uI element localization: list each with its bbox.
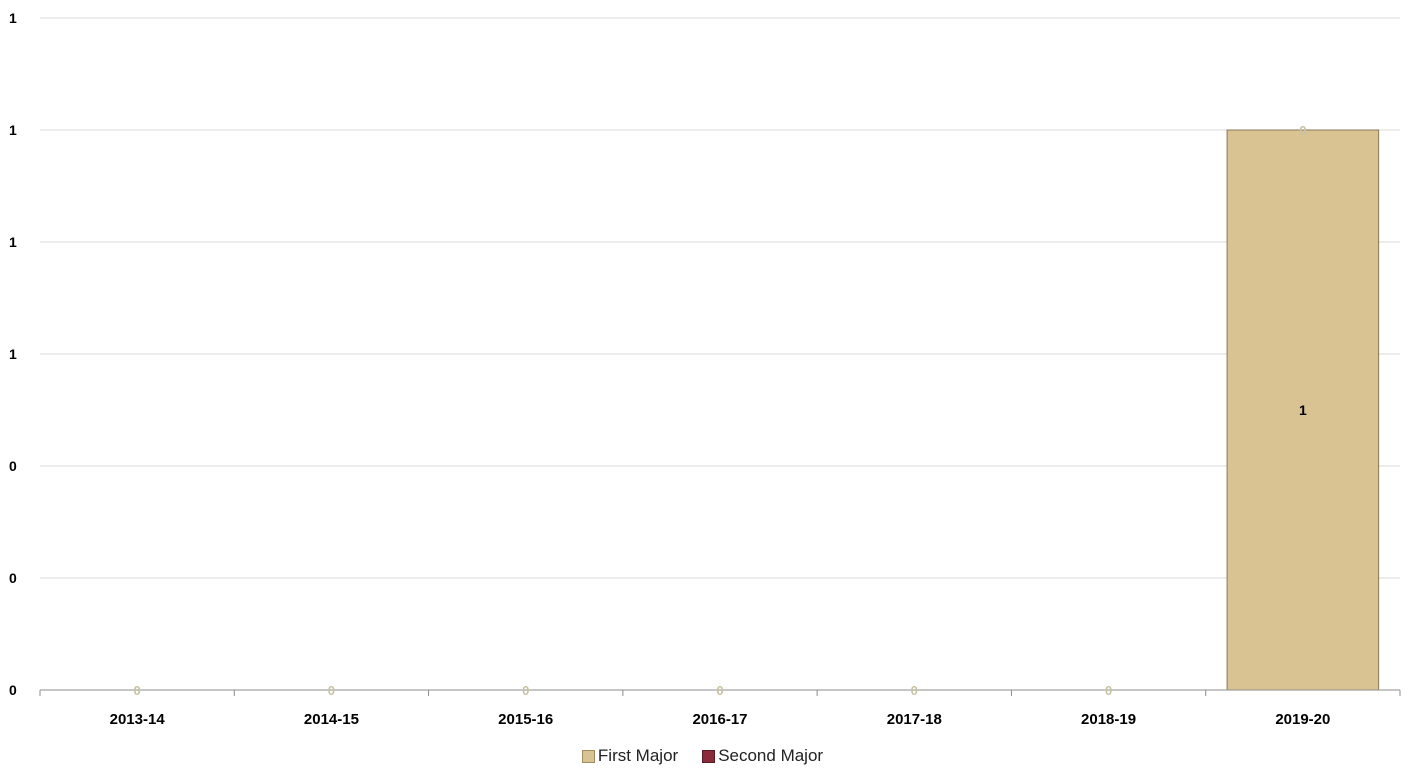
legend-swatch-second-major bbox=[702, 749, 716, 763]
y-tick-label: 0 bbox=[9, 458, 17, 474]
bar-chart: 0 0 0 1 1 1 1 2013-14 2014-15 2015-16 2016-17 2017… bbox=[9, 10, 1401, 728]
x-tick-label: 2019-20 bbox=[1275, 711, 1330, 728]
legend-item-first-major: First Major bbox=[581, 746, 679, 766]
data-label-first-major: 0 bbox=[716, 683, 723, 698]
x-tick-label: 2015-16 bbox=[498, 711, 553, 728]
legend-label-first-major: First Major bbox=[597, 746, 679, 765]
x-axis bbox=[39, 689, 1401, 696]
x-tick-label: 2017-18 bbox=[887, 711, 942, 728]
bar-first-major bbox=[1226, 129, 1380, 691]
x-axis-ticks: 2013-14 2014-15 2015-16 2016-17 2017-18 2018-… bbox=[110, 711, 1331, 728]
data-label-first-major: 0 bbox=[1105, 683, 1112, 698]
data-label-first-major: 0 bbox=[134, 683, 141, 698]
x-tick-label: 2014-15 bbox=[304, 711, 359, 728]
legend: First Major Second Major bbox=[0, 746, 1405, 766]
x-tick-label: 2013-14 bbox=[110, 711, 166, 728]
data-label-first-major: 0 bbox=[522, 683, 529, 698]
data-label-first-major: 0 bbox=[328, 683, 335, 698]
y-axis-ticks: 0 0 0 1 1 1 1 bbox=[9, 10, 17, 698]
legend-label-second-major: Second Major bbox=[718, 746, 824, 765]
y-tick-label: 1 bbox=[9, 234, 17, 250]
y-tick-label: 1 bbox=[9, 122, 17, 138]
x-tick-label: 2018-19 bbox=[1081, 711, 1136, 728]
data-label-first-major: 1 bbox=[1299, 402, 1307, 418]
y-tick-label: 0 bbox=[9, 570, 17, 586]
y-tick-label: 1 bbox=[9, 346, 17, 362]
data-labels: 0 0 0 0 0 0 1 0 bbox=[134, 123, 1307, 698]
y-tick-label: 0 bbox=[9, 682, 17, 698]
y-tick-label: 1 bbox=[9, 10, 17, 26]
legend-swatch-first-major bbox=[581, 749, 595, 763]
data-label-second-major: 0 bbox=[1299, 123, 1306, 138]
gridlines bbox=[40, 17, 1400, 579]
data-label-first-major: 0 bbox=[911, 683, 918, 698]
legend-item-second-major: Second Major bbox=[702, 746, 823, 766]
x-tick-label: 2016-17 bbox=[692, 711, 747, 728]
bars bbox=[1226, 129, 1380, 691]
